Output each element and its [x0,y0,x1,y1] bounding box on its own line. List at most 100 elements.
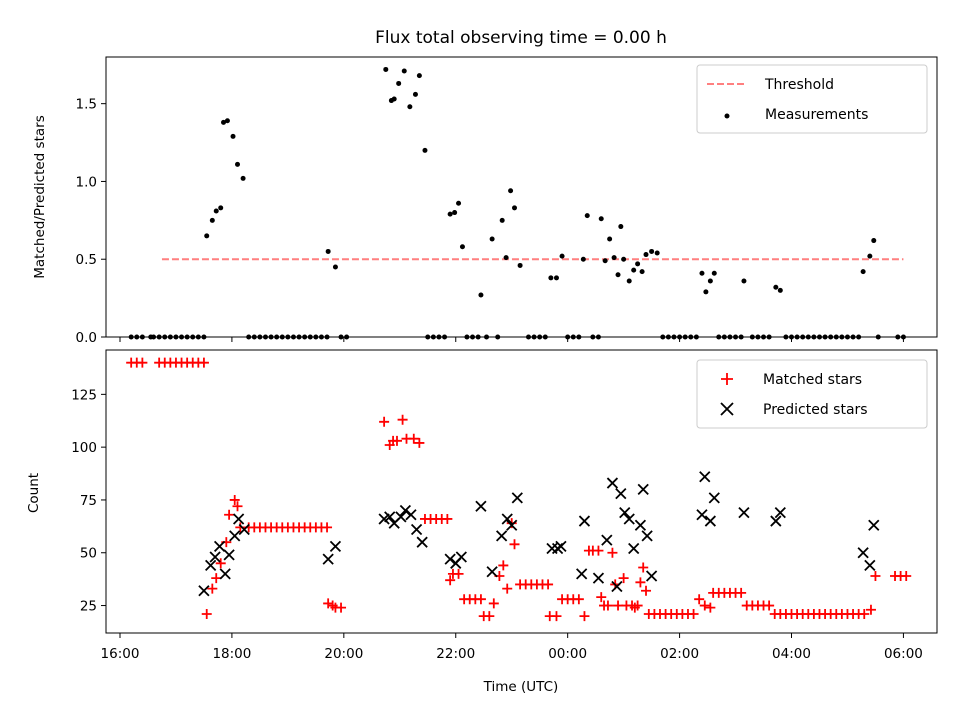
matched-star-point [215,558,226,569]
predicted-star-point [198,585,210,597]
predicted-star-point [774,506,786,519]
predicted-star-point [555,540,567,553]
matched-star-point [414,437,425,448]
matched-star-point [543,579,554,590]
predicted-star-point [223,549,235,561]
matched-star-point [699,600,710,611]
matched-star-point [137,357,148,368]
measurement-point [401,68,407,74]
predicted-star-point [628,542,640,555]
predicted-star-point [708,492,720,504]
matched-star-point [613,600,624,611]
matched-star-point [498,560,509,571]
predicted-star-point [501,513,513,525]
matched-star-point [502,583,513,594]
predicted-star-point [592,572,605,584]
predicted-star-point [634,519,647,531]
matched-star-point [224,509,235,520]
measurement-point [777,287,783,293]
measurement-point [741,278,747,284]
measurement-point [383,66,389,72]
measurement-point [332,264,338,270]
measurement-point [611,255,617,261]
predicted-star-point [329,540,342,553]
predicted-star-point [623,513,635,525]
predicted-star-point [615,487,627,500]
measurement-point [584,213,590,219]
measurement-point [459,244,465,250]
predicted-star-point [232,513,245,525]
x-tick-label: 06:00 [884,646,923,662]
matched-star-point [229,494,240,505]
y-tick-label: 1.5 [76,97,97,113]
y-tick-label: 50 [80,546,97,562]
matched-star-point [484,611,495,622]
predicted-star-point [229,530,241,542]
predicted-star-point [864,559,876,572]
measurement-point [489,236,495,242]
predicted-star-point [696,509,708,521]
predicted-star-point [637,483,649,496]
bottom-y-axis-label: Count [26,473,42,513]
matched-star-point [870,570,881,581]
chart-title: Flux total observing time = 0.00 h [375,28,667,48]
measurement-point [867,253,873,259]
measurement-point [639,269,645,275]
measurement-point [478,292,484,298]
y-tick-label: 1.0 [76,174,97,190]
axes-frame [105,349,938,634]
axes-frame [105,56,938,338]
measurement-point [503,255,509,261]
matched-star-point [408,433,419,444]
legend-measurements-label: Measurements [765,107,868,123]
measurement-point [224,118,230,124]
predicted-star-point [395,511,407,523]
matched-star-point [475,594,486,605]
predicted-star-point [410,523,423,536]
matched-star-point [488,598,499,609]
predicted-star-point [384,511,396,523]
measurement-point [512,205,518,211]
predicted-star-point [738,506,750,519]
predicted-star-point [399,504,412,517]
matched-star-point [632,600,643,611]
predicted-star-point [405,509,417,521]
legend-matched-label: Matched stars [763,372,862,388]
matched-star-point [235,522,246,533]
measurement-point [618,224,624,230]
measurement-point [412,91,418,97]
predicted-star-point [444,553,456,565]
measurement-point [517,262,523,268]
measurement-point [598,216,604,222]
predicted-star-point [486,566,498,578]
matched-star-point [865,604,876,615]
measurement-point [499,217,505,223]
matched-star-point [391,435,402,446]
measurement-point [643,252,649,258]
y-tick-label: 25 [80,599,97,615]
y-tick-label: 0.0 [76,330,97,346]
legend-predicted-label: Predicted stars [763,402,868,418]
matched-star-point [453,568,464,579]
measurement-point [221,119,227,125]
matched-star-point [336,602,347,613]
y-tick-label: 0.5 [76,252,97,268]
predicted-star-point [641,530,653,542]
predicted-star-point [606,477,619,489]
top-y-axis-label: Matched/Predicted stars [32,115,48,278]
matched-star-point [764,600,775,611]
x-tick-label: 20:00 [324,646,363,662]
legend-predicted-swatch [720,402,734,416]
measurement-point [607,236,613,242]
measurement-point [871,238,877,244]
measurement-point [235,161,241,167]
matched-star-point [593,545,604,556]
ratio-plot: 0.0 0.5 1.0 1.5 [76,56,938,346]
predicted-star-point [213,540,226,553]
predicted-star-point [506,519,518,531]
predicted-star-point [619,506,631,519]
predicted-star-point [475,500,487,512]
matched-star-point [638,562,649,573]
matched-star-point [207,583,218,594]
predicted-star-point [578,515,591,527]
